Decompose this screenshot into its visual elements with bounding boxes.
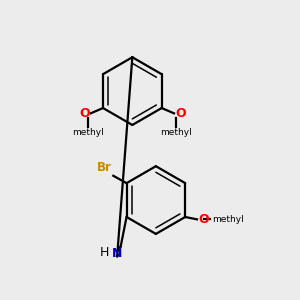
Text: N: N [112, 247, 122, 260]
Text: O: O [175, 107, 185, 120]
Text: H: H [100, 246, 110, 259]
Text: methyl: methyl [212, 215, 244, 224]
Text: methyl: methyl [160, 128, 192, 137]
Text: methyl: methyl [72, 128, 104, 137]
Text: O: O [199, 213, 209, 226]
Text: Br: Br [97, 161, 112, 174]
Text: O: O [79, 107, 90, 120]
